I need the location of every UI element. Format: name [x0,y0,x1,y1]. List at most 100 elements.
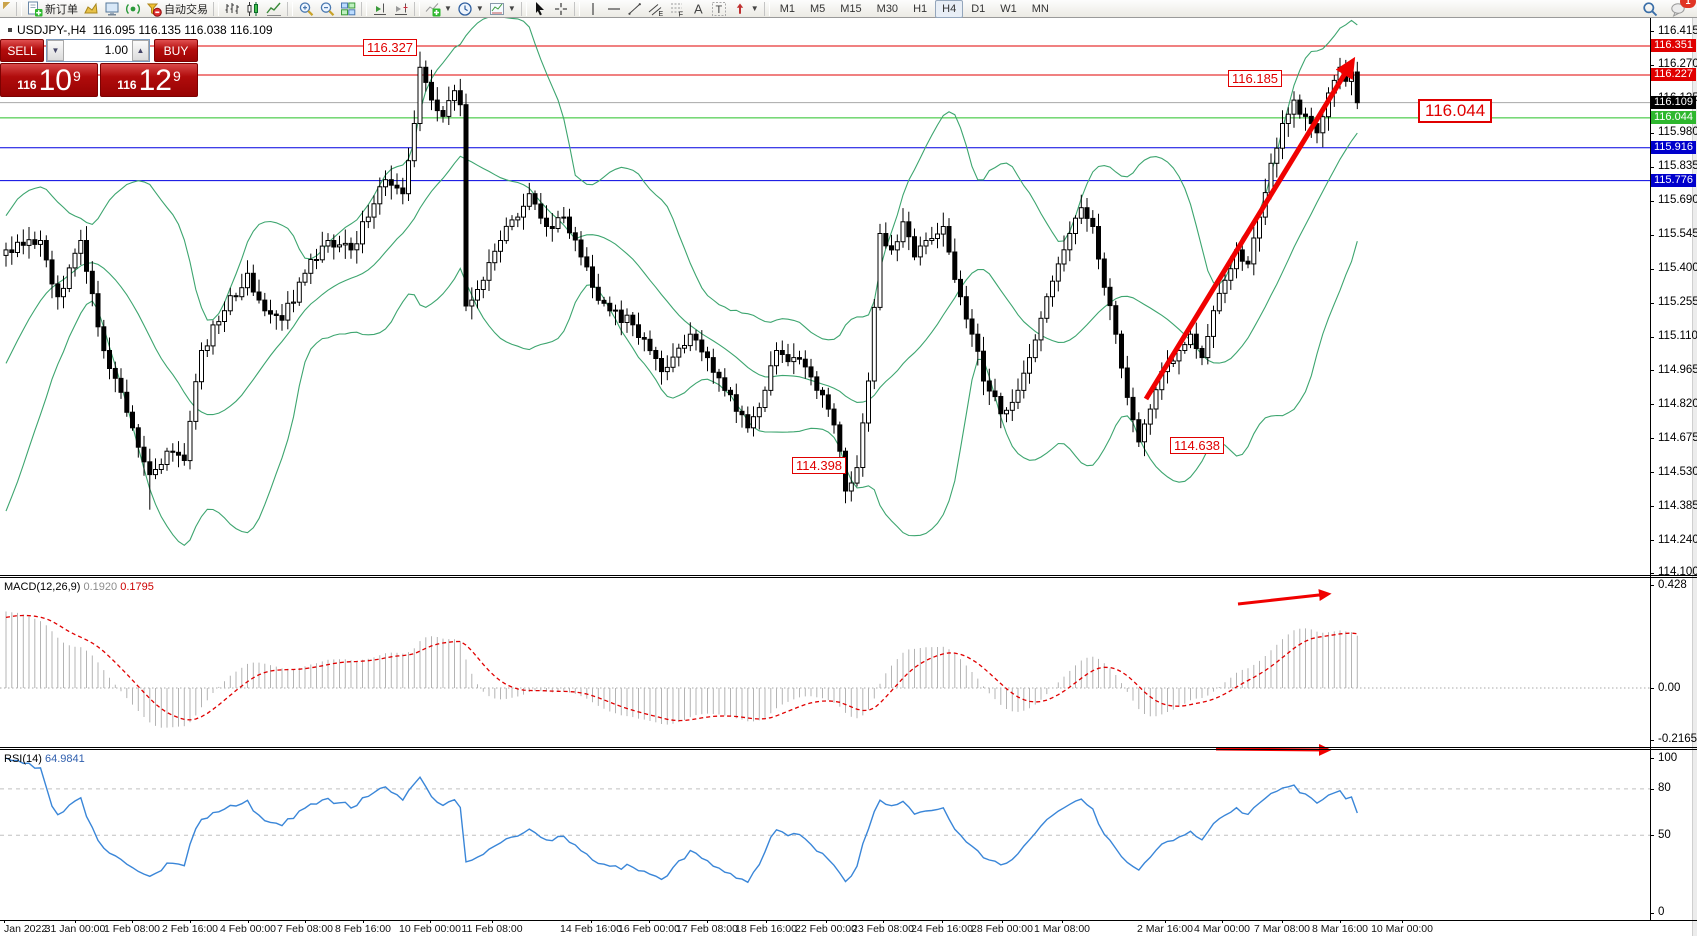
time-tick [190,920,191,923]
dropdown-caret-icon[interactable]: ▼ [750,4,759,13]
market-watch-button[interactable] [102,0,122,17]
timeframe-d1-button[interactable]: D1 [971,2,986,15]
price-tick-label: 114.240 [1658,534,1697,546]
search-button[interactable] [1640,0,1660,17]
bar-chart-button[interactable] [222,0,242,17]
new-order-button[interactable]: 新订单 [25,0,80,17]
time-tick [707,920,708,923]
price-callout[interactable]: 116.185 [1228,70,1283,87]
equidistant-channel-button[interactable]: E [646,0,666,17]
templates-button[interactable]: ▼ [487,0,518,17]
buy-price-display[interactable]: 116 12 9 [100,63,198,97]
time-tick-label: 8 Feb 16:00 [334,923,392,935]
volume-value[interactable]: 1.00 [104,43,128,57]
tile-windows-button[interactable] [338,0,358,17]
time-tick [492,920,493,923]
arrows-button[interactable]: ▼ [730,0,761,17]
partial-icon [3,1,13,16]
volume-decrease-button[interactable]: ▼ [47,40,64,61]
signals-button[interactable] [123,0,143,17]
periods-button[interactable]: ▼ [455,0,486,17]
rsi-tick [1650,789,1654,790]
timeframe-m1-button[interactable]: M1 [779,2,795,15]
text-button[interactable]: A [688,0,708,17]
price-axis-border [1650,18,1651,920]
zoom-in-button[interactable] [296,0,316,17]
chart-canvas[interactable] [0,18,1650,920]
time-tick [1062,920,1063,923]
text-label-button[interactable]: T [709,0,729,17]
sell-price-pip: 9 [72,68,81,84]
pane-separator [0,749,1697,750]
price-callout[interactable]: 114.638 [1170,437,1225,454]
trend-arrow[interactable] [1237,589,1332,606]
timeframe-m15-button[interactable]: M15 [840,2,862,15]
dropdown-caret-icon[interactable]: ▼ [444,4,452,13]
price-callout[interactable]: 116.327 [363,39,418,56]
time-tick [826,920,827,923]
time-tick-label: 24 Feb 16:00 [911,923,973,935]
notifications-button[interactable]: 1 [1668,0,1696,17]
auto-scroll-button[interactable] [370,0,390,17]
timeframe-h1-button[interactable]: H1 [913,2,928,15]
trendline-icon [628,2,641,15]
time-tick-label: 7 Feb 08:00 [276,923,334,935]
trend-arrow[interactable] [1143,56,1356,401]
horizontal-line-button[interactable] [604,0,624,17]
bollinger-band-u [5,18,1358,341]
autotrading-button[interactable]: 自动交易 [144,0,210,17]
price-callout[interactable]: 114.398 [792,457,847,474]
time-tick-label: 23 Feb 08:00 [852,923,914,935]
time-tick [75,920,76,923]
time-tick [1002,920,1003,923]
buy-price-big: 12 [138,64,172,97]
toolbar-separator [287,1,293,16]
price-tick-label: 115.690 [1658,194,1697,206]
chart-profile-button[interactable] [81,0,101,17]
dropdown-caret-icon[interactable]: ▼ [475,4,484,13]
time-tick-label: 1 Feb 08:00 [103,923,161,935]
sell-button[interactable]: SELL [0,39,44,62]
pane-separator[interactable] [0,747,1697,748]
macd-tick [1650,688,1654,689]
volume-increase-button[interactable]: ▲ [132,40,149,61]
buy-button[interactable]: BUY [154,39,198,62]
timeframe-w1-button[interactable]: W1 [1000,2,1017,15]
trendline-button[interactable] [625,0,645,17]
indicators-button[interactable]: ▼ [423,0,454,17]
timeframe-mn-button[interactable]: MN [1031,2,1049,15]
vertical-line-button[interactable] [583,0,603,17]
price-callout[interactable]: 116.044 [1418,99,1493,123]
candlestick-chart-button[interactable] [243,0,263,17]
price-tick [1650,133,1654,134]
price-tick-label: 115.980 [1658,126,1697,138]
timeframe-m30-button[interactable]: M30 [876,2,899,15]
sell-price-big: 10 [38,64,72,97]
zoom-out-button[interactable] [317,0,337,17]
buy-price-pip: 9 [172,68,181,84]
pane-separator[interactable] [0,575,1697,576]
one-click-trading-panel: SELL ▼ 1.00 ▲ BUY 116 10 9 116 12 9 [0,39,198,97]
timeframe-h4-button[interactable]: H4 [935,0,964,18]
pane-separator [0,577,1697,578]
crosshair-button[interactable] [551,0,571,17]
svg-text:F: F [678,9,683,17]
time-tick-label: 4 Feb 00:00 [219,923,277,935]
line-chart-button[interactable] [264,0,284,17]
price-axis[interactable]: 116.415116.270116.125115.980115.835115.6… [1650,18,1697,920]
price-tick [1650,65,1654,66]
cursor-button[interactable] [530,0,550,17]
fibonacci-button[interactable]: F [667,0,687,17]
price-tick [1650,540,1654,541]
sell-price-display[interactable]: 116 10 9 [0,63,98,97]
rsi-line [5,757,1358,884]
time-tick [649,920,650,923]
time-tick [766,920,767,923]
text-icon: A [694,1,703,16]
timeframe-m5-button[interactable]: M5 [809,2,826,15]
macd-tick-label: 0.428 [1658,579,1687,591]
chart-shift-button[interactable] [391,0,411,17]
time-axis[interactable]: Jan 2022 31 Jan 00:00 1 Feb 08:00 2 Feb 16:… [0,920,1697,936]
dropdown-caret-icon[interactable]: ▼ [507,4,516,13]
main-pane [0,18,1650,546]
